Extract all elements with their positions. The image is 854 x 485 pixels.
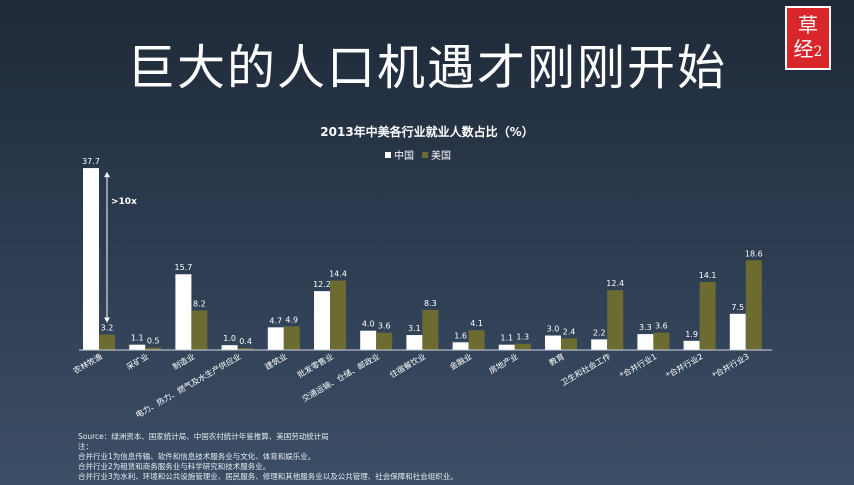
data-label-usa-9: 1.3 [516, 333, 529, 342]
data-label-china-4: 4.7 [269, 316, 282, 325]
bar-usa-0 [99, 334, 115, 350]
logo-char-2: 经2 [793, 36, 823, 61]
legend-label-china: 中国 [394, 151, 414, 162]
bar-usa-13 [699, 281, 716, 350]
data-label-usa-1: 0.5 [147, 337, 160, 346]
bar-china-4 [267, 327, 284, 350]
data-label-usa-3: 0.4 [239, 337, 252, 346]
data-label-china-6: 4.0 [362, 320, 375, 329]
bar-china-0 [83, 168, 99, 350]
category-label-5: 批发零售业 [295, 351, 335, 380]
data-label-china-13: 1.9 [685, 330, 698, 339]
data-label-china-10: 3.0 [547, 325, 560, 334]
category-label-13: *合并行业2 [664, 351, 705, 380]
bar-usa-7 [422, 309, 439, 350]
data-label-usa-14: 18.6 [745, 249, 763, 258]
note-line-3: 合并行业3为水利、环境和公共设施管理业、居民服务、修理和其他服务业以及公共管理、… [78, 472, 458, 481]
bar-usa-3 [237, 348, 254, 350]
bar-china-14 [729, 313, 746, 350]
category-label-1: 采矿业 [124, 351, 150, 372]
data-label-china-5: 12.2 [313, 280, 331, 289]
footnotes: Source：绿洲资本、国家统计局、中国农村统计年鉴推算、美国劳动统计局 注： … [78, 432, 458, 482]
bar-usa-4 [283, 326, 300, 350]
data-label-usa-0: 3.2 [101, 324, 114, 333]
source-note: Source：绿洲资本、国家统计局、中国农村统计年鉴推算、美国劳动统计局 [78, 432, 329, 441]
data-label-china-12: 3.3 [639, 323, 652, 332]
bar-china-8 [452, 342, 469, 350]
note-line-2: 合并行业2为租赁和商务服务业与科学研究和技术服务业。 [78, 462, 271, 471]
chart-title: 2013年中美各行业就业人数占比（%） [320, 125, 534, 139]
data-label-usa-7: 8.3 [424, 299, 437, 308]
data-label-usa-5: 14.4 [329, 270, 347, 279]
bar-china-5 [314, 291, 330, 350]
category-label-4: 建筑业 [263, 351, 289, 372]
legend-swatch-usa [422, 151, 428, 158]
bar-china-3 [221, 345, 238, 350]
data-label-china-11: 2.2 [593, 328, 606, 337]
bar-usa-1 [145, 347, 162, 350]
data-label-china-2: 15.7 [174, 263, 192, 272]
category-label-7: 住宿餐饮业 [388, 351, 428, 380]
data-label-usa-8: 4.1 [470, 319, 483, 328]
brand-logo: 草 经2 [785, 6, 831, 70]
bar-usa-14 [745, 260, 762, 350]
data-label-usa-2: 8.2 [193, 299, 206, 308]
category-label-8: 金融业 [448, 351, 474, 372]
data-label-china-8: 1.6 [454, 331, 467, 340]
annotation-arrow-head-down [104, 317, 110, 323]
legend-item-usa: 美国 [422, 147, 451, 162]
note-line-1: 合并行业1为信息传输、软件和信息技术服务业与文化、体育和娱乐业。 [78, 452, 316, 461]
bar-usa-12 [653, 332, 670, 350]
logo-char-1: 草 [798, 12, 818, 37]
category-label-10: 教育 [547, 351, 566, 368]
annotation-arrow-head-up [104, 172, 110, 178]
bar-usa-9 [514, 343, 531, 350]
data-label-usa-11: 12.4 [606, 279, 624, 288]
bar-china-10 [545, 335, 561, 350]
data-label-usa-12: 3.6 [655, 322, 668, 331]
note-label: 注： [78, 442, 93, 451]
category-label-11: 卫生和社会工作 [559, 351, 612, 388]
data-label-usa-13: 14.1 [699, 271, 717, 280]
data-label-china-9: 1.1 [500, 334, 513, 343]
category-label-6: 交通运输、仓储、邮政业 [300, 351, 381, 404]
category-label-14: *合并行业3 [710, 351, 751, 380]
bar-usa-11 [607, 290, 624, 350]
bar-china-2 [175, 274, 192, 350]
category-label-0: 农林牧渔 [71, 351, 104, 376]
bar-usa-10 [561, 338, 577, 350]
data-label-usa-6: 3.6 [378, 322, 391, 331]
bar-usa-5 [330, 280, 346, 350]
bar-china-9 [498, 344, 515, 350]
bar-usa-6 [376, 332, 393, 350]
data-label-china-7: 3.1 [408, 324, 421, 333]
category-label-12: *合并行业1 [618, 351, 659, 380]
bar-china-7 [406, 335, 423, 350]
annotation-label: >10x [111, 197, 137, 207]
bar-china-1 [129, 344, 146, 350]
data-label-china-3: 1.0 [223, 334, 236, 343]
bar-usa-2 [191, 310, 208, 350]
bar-china-6 [360, 330, 377, 350]
data-label-china-0: 37.7 [82, 157, 100, 166]
bar-china-13 [683, 340, 700, 350]
legend-item-china: 中国 [385, 147, 414, 162]
bar-china-11 [591, 339, 608, 350]
slide-title: 巨大的人口机遇才刚刚开始 [126, 40, 727, 96]
chart-legend: 中国 美国 [385, 147, 455, 162]
data-label-usa-4: 4.9 [285, 315, 298, 324]
data-label-china-14: 7.5 [731, 303, 744, 312]
bar-usa-8 [468, 330, 485, 350]
bar-china-12 [637, 334, 654, 350]
category-label-9: 房地产业 [487, 351, 520, 376]
legend-label-usa: 美国 [431, 151, 451, 162]
category-label-2: 制造业 [171, 351, 197, 372]
data-label-china-1: 1.1 [131, 334, 144, 343]
legend-swatch-china [385, 151, 391, 158]
data-label-usa-10: 2.4 [563, 327, 576, 336]
